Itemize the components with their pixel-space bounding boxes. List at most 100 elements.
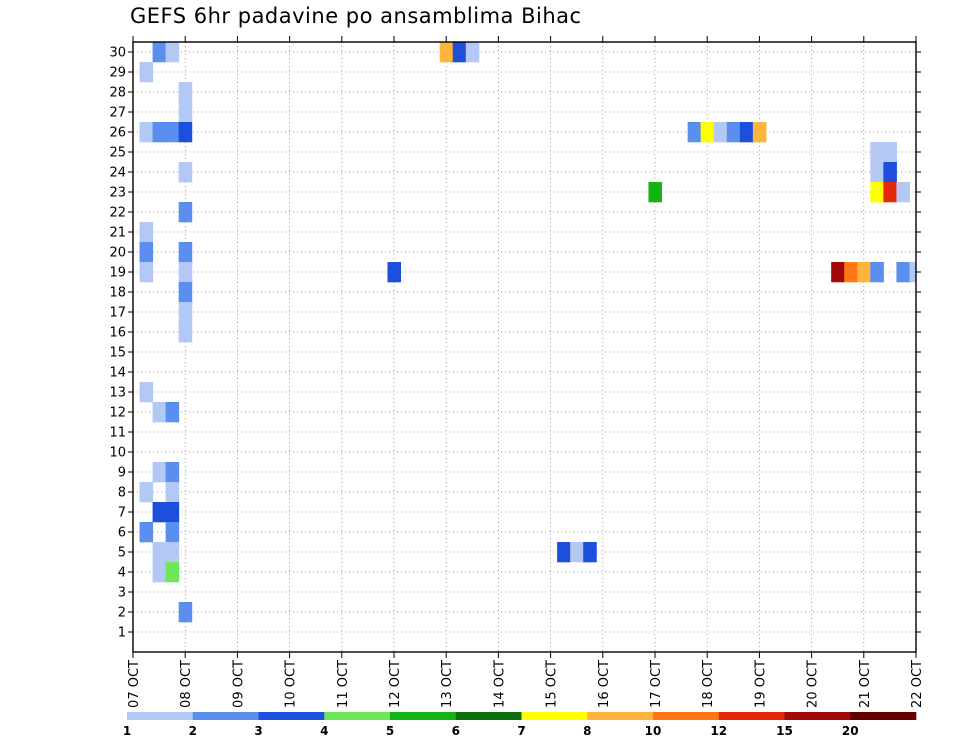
precip-cell [178,102,193,123]
x-tick-label: 16 OCT [597,660,612,708]
y-tick-label: 23 [109,186,126,201]
precip-cell [178,302,193,323]
precip-cell [178,282,193,303]
precip-cell [165,542,180,563]
legend-swatch [455,712,522,720]
y-tick-label: 9 [118,466,126,481]
y-tick-label: 18 [109,286,126,301]
precip-cell [726,122,741,143]
legend-swatch [390,712,457,720]
precip-cell [870,182,884,203]
y-tick-label: 16 [109,326,126,341]
precip-cell [896,182,910,203]
y-tick-label: 6 [118,526,126,541]
y-tick-label: 1 [118,626,126,641]
x-tick-label: 17 OCT [649,660,664,708]
precip-cell [570,542,584,563]
legend-label: 15 [776,724,793,738]
precip-cell [909,262,916,283]
y-tick-label: 5 [118,546,126,561]
precip-cell [139,62,154,83]
x-tick-label: 13 OCT [440,660,455,708]
x-tick-label: 11 OCT [336,660,351,708]
precip-cell [165,522,180,543]
precip-cell [870,142,884,163]
precip-cell [165,502,180,523]
precip-cell [178,162,193,183]
legend-swatch [324,712,391,720]
x-tick-label: 20 OCT [806,660,821,708]
precip-cell [165,42,180,63]
y-tick-label: 21 [109,226,126,241]
legend-swatch [521,712,588,720]
precip-cell [139,482,154,503]
precip-cell [152,462,167,483]
x-tick-label: 07 OCT [127,660,142,708]
y-tick-label: 12 [109,406,126,421]
precip-cell [452,42,467,63]
precip-cell [152,122,167,143]
precip-cell [883,162,897,183]
y-tick-label: 15 [109,346,126,361]
precip-cell [165,482,180,503]
y-tick-label: 14 [109,366,126,381]
x-tick-label: 15 OCT [545,660,560,708]
y-tick-label: 17 [109,306,126,321]
y-tick-label: 28 [109,86,126,101]
precip-cell [439,42,454,63]
y-tick-label: 29 [109,66,126,81]
precip-cell [857,262,871,283]
legend-swatch [258,712,325,720]
x-tick-label: 19 OCT [753,660,768,708]
y-tick-label: 24 [109,166,126,181]
precip-cell [883,142,897,163]
precip-cell [831,262,845,283]
x-tick-label: 12 OCT [388,660,403,708]
precip-cell [687,122,702,143]
precip-cell [713,122,728,143]
precip-cell [387,262,402,283]
precip-cell [178,262,193,283]
legend-label: 20 [842,724,859,738]
precip-cell [178,122,193,143]
precip-cell [152,562,167,583]
legend-label: 12 [710,724,727,738]
legend-label: 1 [123,724,131,738]
y-tick-label: 4 [118,566,126,581]
precip-cell [139,242,154,263]
legend-label: 3 [254,724,262,738]
precip-cell [178,322,193,343]
precip-cell [152,42,167,63]
precip-cell [896,262,910,283]
x-tick-label: 22 OCT [910,660,925,708]
x-tick-label: 14 OCT [492,660,507,708]
x-tick-label: 08 OCT [179,660,194,708]
legend-label: 5 [386,724,394,738]
legend-label: 8 [583,724,591,738]
precip-cell [178,82,193,103]
precip-cell [178,242,193,263]
precip-cell [165,122,180,143]
precip-cell [648,182,663,203]
y-tick-label: 7 [118,506,126,521]
y-tick-label: 11 [109,426,126,441]
precip-cell [178,202,193,223]
y-tick-label: 26 [109,126,126,141]
legend-label: 10 [645,724,662,738]
legend-label: 7 [517,724,525,738]
precip-cell [152,542,167,563]
legend-label: 6 [452,724,460,738]
y-tick-label: 20 [109,246,126,261]
legend-swatch [718,712,785,720]
y-tick-label: 19 [109,266,126,281]
y-tick-label: 27 [109,106,126,121]
y-tick-label: 30 [109,46,126,61]
legend-swatch [850,712,917,720]
y-tick-label: 25 [109,146,126,161]
precip-cell [139,382,154,403]
precip-cell [139,122,154,143]
y-tick-label: 22 [109,206,126,221]
precip-cell [883,182,897,203]
precip-cell [844,262,858,283]
y-tick-label: 13 [109,386,126,401]
